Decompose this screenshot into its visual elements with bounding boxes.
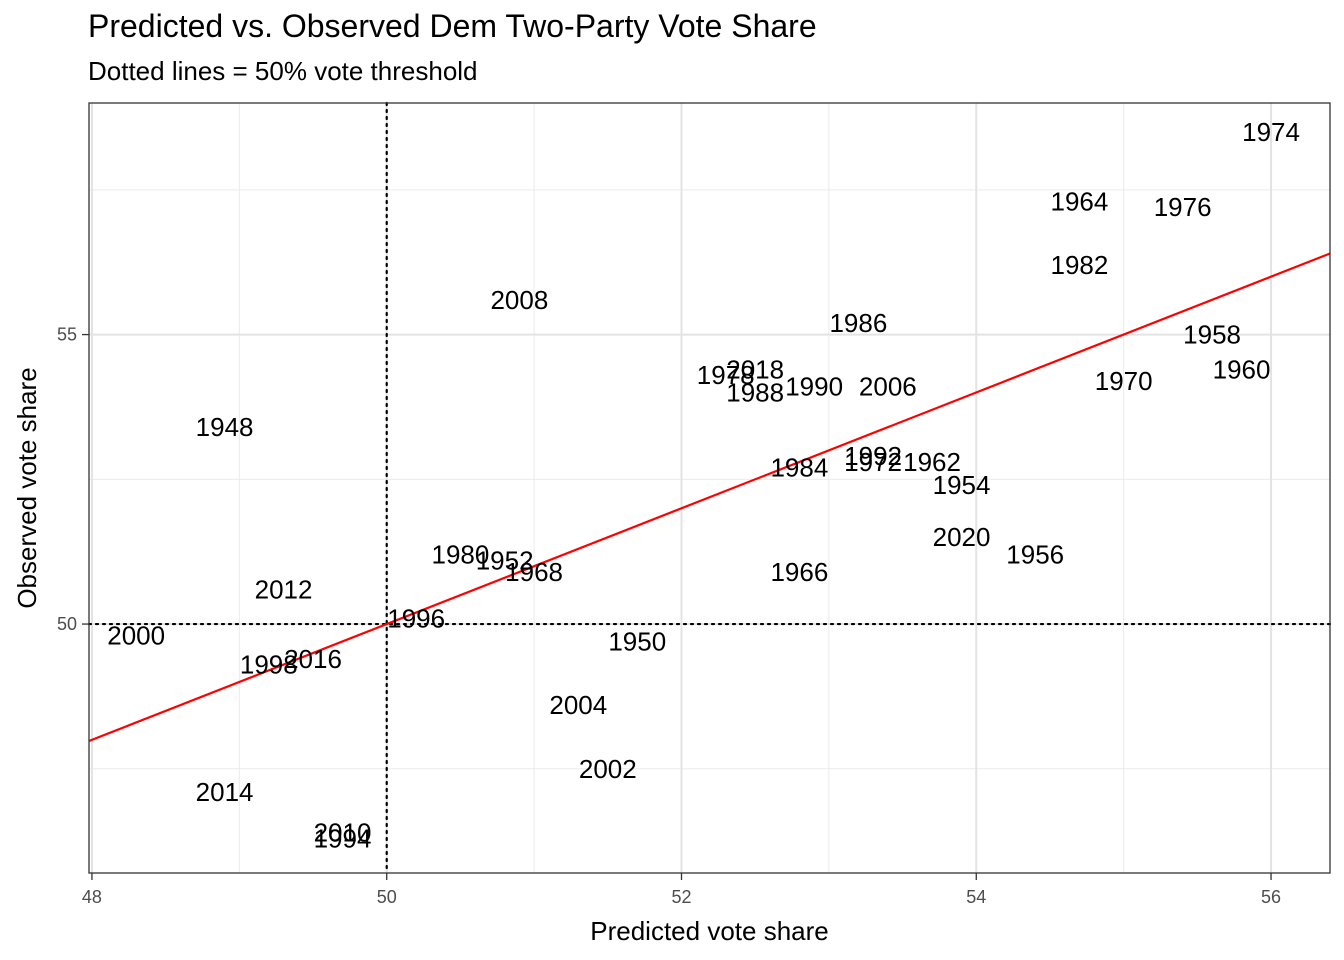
point-label-1962: 1962: [903, 447, 961, 477]
grid-lines: [89, 103, 1330, 873]
point-label-1980: 1980: [431, 540, 489, 570]
point-label-2002: 2002: [579, 754, 637, 784]
point-label-1956: 1956: [1006, 540, 1064, 570]
point-label-2012: 2012: [255, 574, 313, 604]
point-label-1990: 1990: [785, 372, 843, 402]
y-axis-title: Observed vote share: [12, 367, 42, 608]
point-label-2000: 2000: [107, 621, 165, 651]
point-label-1978: 1978: [697, 360, 755, 390]
chart-subtitle: Dotted lines = 50% vote threshold: [88, 56, 478, 86]
reference-lines: [87, 101, 1332, 875]
x-tick-label: 56: [1261, 887, 1281, 907]
point-label-1948: 1948: [196, 412, 254, 442]
point-label-1982: 1982: [1051, 250, 1109, 280]
point-label-1964: 1964: [1051, 186, 1109, 216]
point-label-2014: 2014: [196, 777, 254, 807]
point-label-1960: 1960: [1213, 354, 1271, 384]
point-label-1954: 1954: [933, 470, 991, 500]
point-label-2020: 2020: [933, 522, 991, 552]
x-axis-title: Predicted vote share: [590, 916, 828, 946]
point-label-1974: 1974: [1242, 117, 1300, 147]
x-tick-label: 48: [82, 887, 102, 907]
point-label-2010: 2010: [314, 817, 372, 847]
point-label-2004: 2004: [549, 690, 607, 720]
axis-ticks: 48 50 52 54 56 50 55: [57, 325, 1281, 907]
point-label-1988: 1988: [726, 377, 784, 407]
point-label-1992: 1992: [844, 441, 902, 471]
x-tick-label: 54: [966, 887, 986, 907]
point-label-1958: 1958: [1183, 320, 1241, 350]
fit-line: [88, 252, 1331, 743]
panel-border: [88, 102, 1331, 874]
fit-line-group: [88, 252, 1331, 743]
point-label-1952: 1952: [476, 545, 534, 575]
chart-title: Predicted vs. Observed Dem Two-Party Vot…: [88, 8, 817, 44]
point-label-2008: 2008: [490, 285, 548, 315]
point-label-1986: 1986: [829, 308, 887, 338]
point-label-2016: 2016: [284, 644, 342, 674]
point-label-1966: 1966: [770, 557, 828, 587]
point-label-2006: 2006: [859, 372, 917, 402]
point-label-1994: 1994: [314, 823, 372, 853]
y-tick-label: 50: [57, 614, 77, 634]
point-label-1972: 1972: [844, 447, 902, 477]
point-labels: 1948 1950 1952 1954 1956 1958 1960 1962 1964 1966…: [107, 117, 1300, 853]
point-label-1970: 1970: [1095, 366, 1153, 396]
point-label-1996: 1996: [387, 603, 445, 633]
point-label-1976: 1976: [1154, 192, 1212, 222]
point-label-1998: 1998: [240, 650, 298, 680]
point-label-1984: 1984: [770, 453, 828, 483]
point-label-2018: 2018: [726, 354, 784, 384]
point-label-1950: 1950: [608, 626, 666, 656]
x-tick-label: 52: [671, 887, 691, 907]
y-tick-label: 55: [57, 325, 77, 345]
x-tick-label: 50: [377, 887, 397, 907]
point-label-1968: 1968: [505, 557, 563, 587]
